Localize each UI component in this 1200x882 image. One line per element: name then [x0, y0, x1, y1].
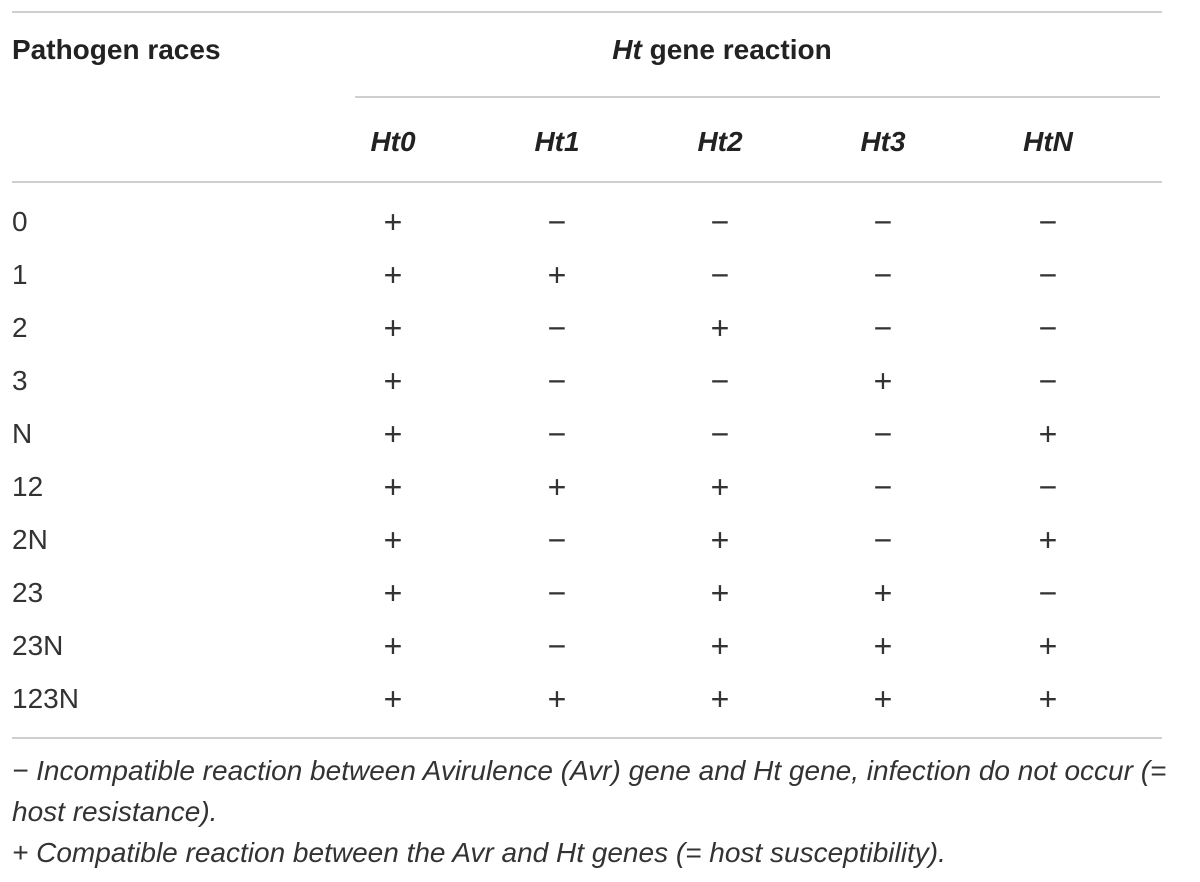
reaction-cell: −	[1038, 363, 1058, 399]
reaction-cell: −	[710, 416, 730, 452]
reaction-cell: +	[1038, 628, 1058, 664]
reaction-cell: +	[710, 681, 730, 717]
race-cell: 2N	[12, 524, 48, 555]
group-header-text: gene reaction	[649, 34, 832, 65]
reaction-cell: −	[547, 204, 567, 240]
column-header: Ht2	[697, 126, 743, 157]
column-header: Ht1	[534, 126, 580, 157]
reaction-cell: −	[710, 363, 730, 399]
reaction-cell: +	[1038, 522, 1058, 558]
reaction-cell: −	[547, 628, 567, 664]
footnote: − Incompatible reaction between Avirulen…	[12, 755, 1167, 827]
race-cell: 23N	[12, 630, 64, 661]
reaction-cell: −	[873, 310, 893, 346]
reaction-cell: +	[710, 310, 730, 346]
reaction-cell: −	[873, 522, 893, 558]
reaction-cell: −	[1038, 257, 1058, 293]
group-header-italic: Ht	[612, 34, 642, 65]
reaction-cell: +	[383, 310, 403, 346]
reaction-cell: +	[383, 681, 403, 717]
reaction-cell: +	[547, 257, 567, 293]
reaction-cell: −	[547, 575, 567, 611]
bottom-rule	[12, 737, 1162, 739]
reaction-cell: +	[383, 575, 403, 611]
reaction-cell: +	[547, 681, 567, 717]
reaction-cell: −	[873, 469, 893, 505]
reaction-cell: −	[1038, 204, 1058, 240]
column-header: Ht3	[860, 126, 906, 157]
reaction-cell: +	[547, 469, 567, 505]
reaction-cell: +	[383, 522, 403, 558]
reaction-cell: −	[710, 257, 730, 293]
reaction-cell: +	[383, 363, 403, 399]
header-rule	[12, 181, 1162, 183]
race-cell: 1	[12, 259, 28, 290]
reaction-cell: −	[1038, 469, 1058, 505]
reaction-cell: +	[873, 681, 893, 717]
race-cell: 23	[12, 577, 44, 608]
group-rule	[355, 96, 1160, 98]
reaction-cell: +	[383, 204, 403, 240]
reaction-cell: +	[383, 628, 403, 664]
race-cell: 12	[12, 471, 44, 502]
reaction-cell: +	[1038, 416, 1058, 452]
race-cell: N	[12, 418, 33, 449]
reaction-cell: +	[383, 469, 403, 505]
group-header: Ht gene reaction	[612, 33, 831, 67]
footnotes: − Incompatible reaction between Avirulen…	[12, 750, 1172, 873]
reaction-cell: +	[710, 522, 730, 558]
reaction-cell: −	[1038, 310, 1058, 346]
top-rule	[12, 11, 1162, 13]
reaction-cell: +	[710, 575, 730, 611]
reaction-cell: −	[1038, 575, 1058, 611]
reaction-cell: +	[873, 628, 893, 664]
race-cell: 3	[12, 365, 28, 396]
reaction-cell: −	[873, 204, 893, 240]
race-cell: 0	[12, 206, 28, 237]
reaction-cell: +	[383, 257, 403, 293]
reaction-cell: −	[547, 363, 567, 399]
reaction-cell: +	[873, 363, 893, 399]
first-header: Pathogen races	[12, 34, 221, 65]
column-header: HtN	[1023, 126, 1073, 157]
race-cell: 2	[12, 312, 28, 343]
reaction-cell: −	[547, 522, 567, 558]
reaction-cell: −	[547, 416, 567, 452]
reaction-cell: +	[710, 469, 730, 505]
reaction-cell: −	[547, 310, 567, 346]
footnote: + Compatible reaction between the Avr an…	[12, 837, 946, 868]
reaction-cell: +	[1038, 681, 1058, 717]
column-header: Ht0	[370, 126, 416, 157]
race-cell: 123N	[12, 683, 79, 714]
reaction-cell: −	[873, 257, 893, 293]
reaction-cell: +	[383, 416, 403, 452]
reaction-cell: +	[710, 628, 730, 664]
reaction-cell: −	[873, 416, 893, 452]
reaction-cell: −	[710, 204, 730, 240]
reaction-cell: +	[873, 575, 893, 611]
